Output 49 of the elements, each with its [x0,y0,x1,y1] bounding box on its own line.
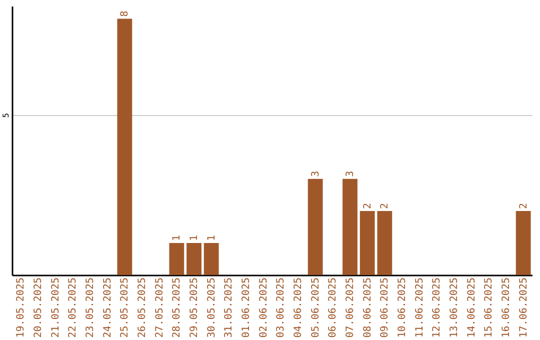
x-tick-label: 08.06.2025 [362,278,374,338]
x-tick-label: 12.06.2025 [432,278,443,338]
x-tick-label: 21.05.2025 [50,278,62,338]
y-tick-label: 5 [2,112,10,118]
data-label: 2 [362,202,374,209]
data-label: 3 [310,170,322,177]
x-tick-label: 23.05.2025 [85,278,96,338]
data-label: 1 [172,234,183,241]
bar [117,18,132,275]
x-tick-label: 27.05.2025 [154,278,166,338]
data-label: 2 [380,202,391,209]
x-tick-label: 05.06.2025 [310,278,322,338]
bar [342,178,358,275]
bar [186,242,202,275]
x-tick-label: 02.06.2025 [258,278,270,338]
data-label: 8 [120,10,131,17]
x-tick-label: 09.06.2025 [380,278,391,338]
x-tick-label: 17.06.2025 [518,278,530,338]
bar [204,242,219,275]
x-tick-label: 24.05.2025 [102,278,114,338]
bar [377,210,392,275]
bar [516,210,531,275]
bar [308,178,323,275]
x-tick-label: 15.06.2025 [484,278,495,338]
x-tick-label: 22.05.2025 [68,278,79,338]
data-label: 3 [345,170,356,177]
x-tick-label: 06.06.2025 [328,278,339,338]
x-tick-label: 03.06.2025 [276,278,287,338]
x-tick-label: 04.06.2025 [293,278,304,338]
x-tick-label: 10.06.2025 [397,278,408,338]
x-tick-label: 20.05.2025 [33,278,44,338]
x-tick-label: 01.06.2025 [241,278,252,338]
x-tick-label: 07.06.2025 [345,278,356,338]
x-tick-label: 30.05.2025 [206,278,218,338]
x-tick-label: 11.06.2025 [414,278,426,338]
data-label: 2 [518,202,530,209]
x-tick-label: 25.05.2025 [120,278,131,338]
data-label: 1 [189,234,200,241]
x-tick-label: 26.05.2025 [137,278,148,338]
x-tick-label: 16.06.2025 [501,278,512,338]
x-tick-label: 19.05.2025 [16,278,27,338]
x-tick-label: 14.06.2025 [466,278,478,338]
bar [169,242,184,275]
bar [360,210,375,275]
x-tick-label: 29.05.2025 [189,278,200,338]
x-tick-label: 28.05.2025 [172,278,183,338]
data-label: 1 [206,234,218,241]
x-tick-label: 31.05.2025 [224,278,235,338]
x-tick-label: 13.06.2025 [449,278,460,338]
